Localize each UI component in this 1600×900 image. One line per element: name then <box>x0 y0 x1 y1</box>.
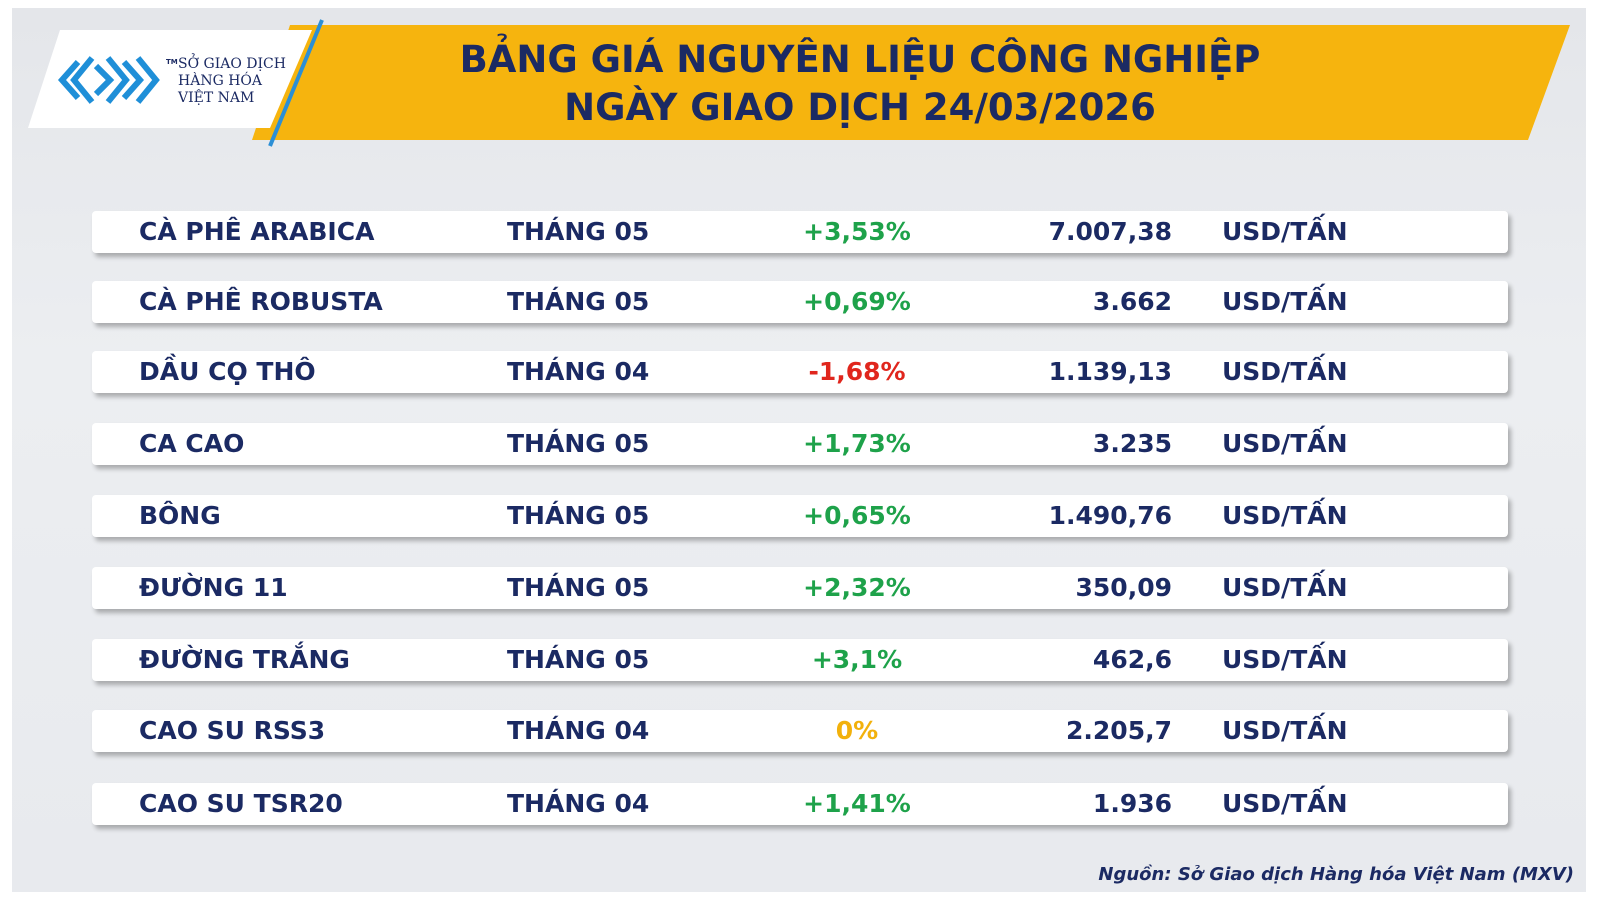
price: 350,09 <box>1075 573 1172 602</box>
price: 1.490,76 <box>1048 501 1172 530</box>
price: 7.007,38 <box>1048 217 1172 246</box>
commodity-name: CAO SU TSR20 <box>139 789 343 818</box>
commodity-name: DẦU CỌ THÔ <box>139 357 316 386</box>
price: 2.205,7 <box>1066 716 1172 745</box>
table-row: ĐƯỜNG 11 THÁNG 05 +2,32% 350,09 USD/TẤN <box>92 567 1508 609</box>
price-change: +0,69% <box>803 287 911 316</box>
commodity-name: CA CAO <box>139 429 245 458</box>
commodity-name: BÔNG <box>139 501 221 530</box>
logo-tm: TM <box>166 58 178 66</box>
price-change: +3,53% <box>803 217 911 246</box>
commodity-name: CAO SU RSS3 <box>139 716 326 745</box>
commodity-name: ĐƯỜNG 11 <box>139 573 288 602</box>
contract-month: THÁNG 04 <box>507 789 650 818</box>
title-line: NGÀY GIAO DỊCH 24/03/2026 <box>564 86 1156 129</box>
price-change: +1,41% <box>803 789 911 818</box>
commodity-name: ĐƯỜNG TRẮNG <box>139 645 350 674</box>
price: 3.662 <box>1092 287 1172 316</box>
unit: USD/TẤN <box>1222 287 1348 316</box>
contract-month: THÁNG 05 <box>507 217 650 246</box>
unit: USD/TẤN <box>1222 789 1348 818</box>
table-row: ĐƯỜNG TRẮNG THÁNG 05 +3,1% 462,6 USD/TẤN <box>92 639 1508 681</box>
unit: USD/TẤN <box>1222 429 1348 458</box>
logo-line: VIỆT NAM <box>178 90 255 106</box>
table-row: DẦU CỌ THÔ THÁNG 04 -1,68% 1.139,13 USD/TẤN <box>92 351 1508 393</box>
contract-month: THÁNG 05 <box>507 645 650 674</box>
commodity-name: CÀ PHÊ ARABICA <box>139 217 375 246</box>
price: 462,6 <box>1092 645 1172 674</box>
price-change: +1,73% <box>803 429 911 458</box>
price-change: 0% <box>835 716 879 745</box>
contract-month: THÁNG 05 <box>507 287 650 316</box>
unit: USD/TẤN <box>1222 357 1348 386</box>
price: 3.235 <box>1092 429 1172 458</box>
header-graphics <box>28 19 1570 147</box>
unit: USD/TẤN <box>1222 645 1348 674</box>
unit: USD/TẤN <box>1222 573 1348 602</box>
logo-mark <box>57 56 160 104</box>
unit: USD/TẤN <box>1222 501 1348 530</box>
contract-month: THÁNG 04 <box>507 716 650 745</box>
price: 1.936 <box>1092 789 1172 818</box>
logo-plate <box>28 30 312 128</box>
commodity-name: CÀ PHÊ ROBUSTA <box>139 287 383 316</box>
table-row: CA CAO THÁNG 05 +1,73% 3.235 USD/TẤN <box>92 423 1508 465</box>
table-row: CAO SU TSR20 THÁNG 04 +1,41% 1.936 USD/TẤN <box>92 783 1508 825</box>
unit: USD/TẤN <box>1222 217 1348 246</box>
accent-line <box>268 19 324 147</box>
price: 1.139,13 <box>1048 357 1172 386</box>
contract-month: THÁNG 05 <box>507 501 650 530</box>
table-row: CÀ PHÊ ROBUSTA THÁNG 05 +0,69% 3.662 USD/TẤN <box>92 281 1508 323</box>
table-row: BÔNG THÁNG 05 +0,65% 1.490,76 USD/TẤN <box>92 495 1508 537</box>
contract-month: THÁNG 04 <box>507 357 650 386</box>
price-change: +0,65% <box>803 501 911 530</box>
price-change: +3,1% <box>811 645 903 674</box>
table-row: CÀ PHÊ ARABICA THÁNG 05 +3,53% 7.007,38 USD/… <box>92 211 1508 253</box>
contract-month: THÁNG 05 <box>507 573 650 602</box>
title-banner <box>252 25 1570 140</box>
title-line: BẢNG GIÁ NGUYÊN LIỆU CÔNG NGHIỆP <box>459 38 1261 81</box>
unit: USD/TẤN <box>1222 716 1348 745</box>
price-change: +2,32% <box>803 573 911 602</box>
price-change: -1,68% <box>808 357 906 386</box>
contract-month: THÁNG 05 <box>507 429 650 458</box>
logo-line: HÀNG HÓA <box>178 73 262 89</box>
logo-line: SỞ GIAO DỊCH <box>178 56 286 72</box>
table-row: CAO SU RSS3 THÁNG 04 0% 2.205,7 USD/TẤN <box>92 710 1508 752</box>
source-note: Nguồn: Sở Giao dịch Hàng hóa Việt Nam (M… <box>1098 864 1574 885</box>
